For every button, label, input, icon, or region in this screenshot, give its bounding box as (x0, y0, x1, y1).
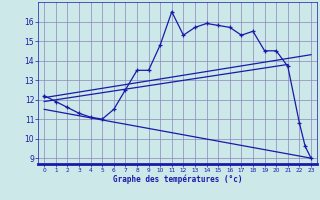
X-axis label: Graphe des températures (°c): Graphe des températures (°c) (113, 175, 242, 184)
